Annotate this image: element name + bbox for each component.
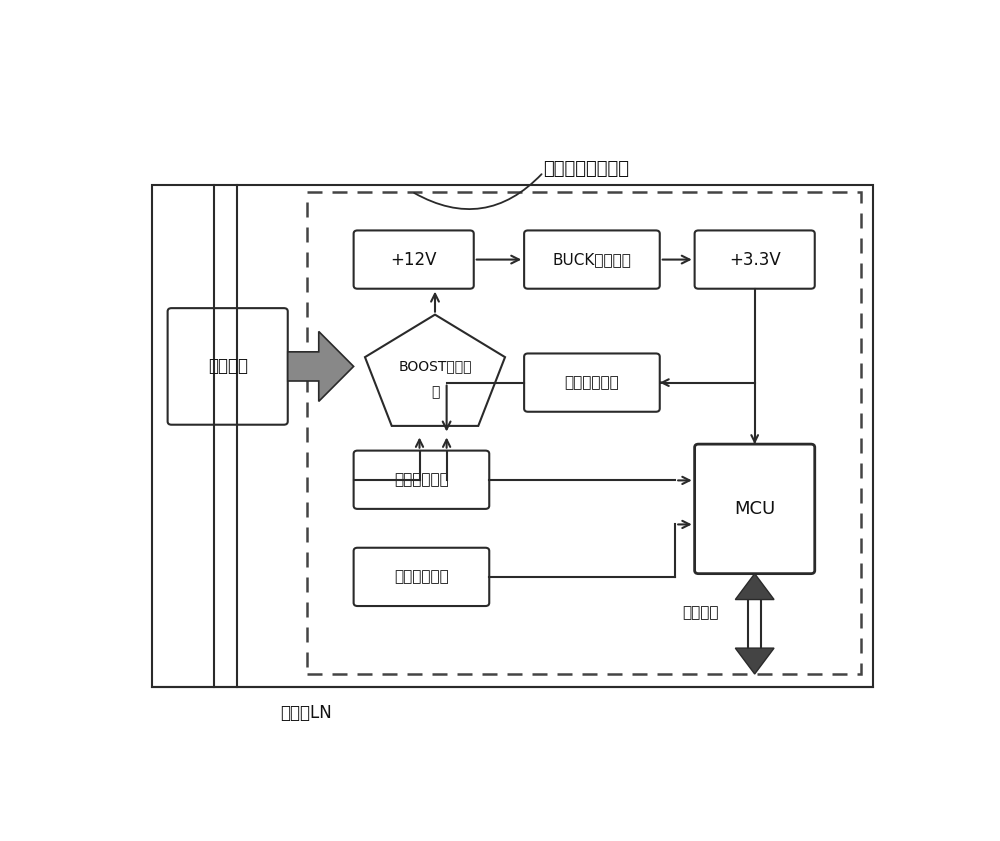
Bar: [152, 185, 873, 687]
Polygon shape: [288, 331, 354, 401]
FancyBboxPatch shape: [354, 547, 489, 606]
Text: BUCK降压电路: BUCK降压电路: [552, 252, 631, 267]
Text: 插拔检测电路: 插拔检测电路: [394, 569, 449, 584]
Text: 停电检测电路: 停电检测电路: [394, 473, 449, 487]
Text: 载波通信: 载波通信: [682, 605, 719, 620]
Text: BOOST升压电: BOOST升压电: [398, 359, 472, 373]
Text: 电力线LN: 电力线LN: [280, 704, 332, 722]
Text: 路: 路: [431, 385, 439, 399]
Bar: [307, 192, 861, 674]
Text: +3.3V: +3.3V: [729, 251, 781, 268]
FancyBboxPatch shape: [524, 353, 660, 412]
Polygon shape: [735, 648, 774, 674]
FancyBboxPatch shape: [524, 230, 660, 288]
Text: 智能电表: 智能电表: [208, 357, 248, 375]
Text: 停电上报通信模块: 停电上报通信模块: [543, 160, 629, 178]
FancyBboxPatch shape: [354, 230, 474, 288]
Text: MCU: MCU: [734, 500, 775, 518]
FancyBboxPatch shape: [168, 308, 288, 425]
FancyBboxPatch shape: [695, 444, 815, 574]
Text: +12V: +12V: [390, 251, 437, 268]
Polygon shape: [365, 315, 505, 426]
Polygon shape: [735, 574, 774, 600]
Text: 充电控制电路: 充电控制电路: [565, 375, 619, 390]
FancyBboxPatch shape: [695, 230, 815, 288]
FancyBboxPatch shape: [354, 451, 489, 509]
